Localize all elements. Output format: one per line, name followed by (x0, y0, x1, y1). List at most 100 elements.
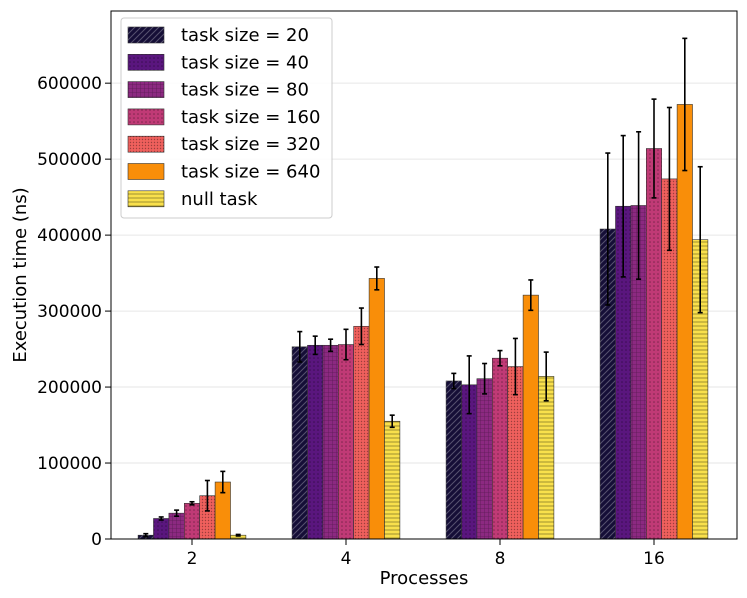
x-axis-title: Processes (380, 568, 469, 589)
bar-hatch (615, 206, 631, 540)
legend-swatch-hatch (128, 136, 164, 153)
bar-3-3 (645, 148, 662, 540)
legend-swatch-hatch (128, 54, 164, 71)
bar-4-2 (507, 366, 524, 540)
legend-swatch-hatch (128, 108, 164, 125)
bar-hatch (384, 421, 400, 539)
bar-hatch (538, 376, 554, 539)
bar-0-1 (291, 346, 308, 540)
bar-1-1 (307, 344, 324, 540)
legend-item: task size = 40 (127, 52, 309, 73)
legend-label: task size = 20 (181, 25, 309, 46)
y-axis: 0 100000 200000 300000 400000 500000 600000 (37, 74, 111, 550)
error-bar (358, 307, 364, 346)
bar-5-2 (522, 294, 539, 540)
error-bar (189, 500, 195, 506)
error-bar (235, 533, 241, 537)
bar-1-0 (153, 518, 170, 540)
legend-label: task size = 320 (181, 134, 320, 155)
error-bar (451, 372, 457, 390)
bar-hatch (630, 205, 647, 539)
bar (522, 294, 539, 540)
y-tick-label: 0 (91, 530, 102, 550)
bar-2-3 (630, 205, 647, 540)
x-tick-label: 8 (495, 549, 506, 569)
bar-hatch (338, 344, 354, 539)
bar-hatch (507, 366, 524, 539)
error-bar (174, 509, 180, 518)
bar-hatch (168, 513, 185, 539)
bar-hatch (692, 239, 708, 539)
legend-swatch-hatch (128, 81, 164, 98)
error-bar (497, 349, 503, 367)
bar-hatch (199, 495, 216, 539)
bar-hatch (184, 503, 200, 539)
legend-label: task size = 640 (181, 162, 320, 183)
bar-3-2 (491, 357, 508, 540)
error-bar (466, 355, 472, 415)
x-tick-label: 2 (187, 549, 198, 569)
bar-6-1 (384, 420, 401, 540)
y-tick-label: 300000 (37, 302, 102, 322)
error-bar (697, 165, 703, 314)
error-bar (620, 134, 626, 278)
bar-hatch (446, 380, 462, 539)
bar-hatch (600, 229, 616, 539)
legend-item: task size = 320 (127, 134, 320, 155)
bar-2-0 (168, 512, 185, 540)
legend-item: task size = 160 (127, 107, 320, 128)
legend-item: null task (127, 189, 258, 210)
bar-hatch (492, 358, 508, 539)
legend-item: task size = 20 (127, 25, 309, 46)
error-bar (158, 516, 164, 521)
error-bar (328, 338, 334, 353)
legend-swatch (127, 163, 165, 180)
error-bar (528, 279, 534, 312)
error-bar (312, 335, 318, 356)
error-bar (543, 351, 549, 402)
error-bar (651, 98, 657, 199)
bar-5-1 (368, 278, 385, 540)
error-bars (143, 37, 703, 538)
error-bar (482, 362, 488, 395)
error-bar (666, 106, 672, 252)
legend-swatch-hatch (128, 27, 164, 43)
legend-label: task size = 40 (181, 52, 309, 73)
y-tick-label: 100000 (37, 454, 102, 474)
error-bar (204, 479, 210, 512)
y-tick-label: 500000 (37, 150, 102, 170)
legend-swatch-hatch (128, 190, 164, 207)
bar-hatch (230, 535, 246, 539)
bar-hatch (307, 345, 323, 539)
x-tick-label: 4 (341, 549, 352, 569)
error-bar (512, 337, 518, 396)
error-bar (297, 330, 303, 363)
bar-2-2 (476, 378, 493, 540)
legend-label: null task (181, 189, 258, 210)
bar-0-3 (599, 228, 616, 540)
legend-label: task size = 80 (181, 80, 309, 101)
legend: task size = 20 task size = 40 task size = … (120, 17, 333, 219)
bar (368, 278, 385, 540)
bar-hatch (661, 178, 678, 539)
bar-hatch (353, 326, 370, 539)
error-bar (605, 152, 611, 306)
legend-item: task size = 80 (127, 80, 309, 101)
error-bar (389, 414, 395, 429)
error-bar (220, 470, 226, 494)
bar-4-1 (353, 325, 370, 540)
x-tick-label: 16 (643, 549, 665, 569)
error-bar (343, 328, 349, 361)
plot-frame (110, 10, 738, 540)
legend-item: task size = 640 (127, 162, 320, 183)
bar-hatch (646, 148, 662, 539)
bar-3-1 (337, 344, 354, 540)
bar-4-0 (199, 495, 216, 540)
legend-box (120, 17, 333, 219)
bars (137, 104, 709, 540)
bar-hatch (476, 378, 493, 539)
bar-3-0 (184, 502, 201, 540)
bar-hatch (153, 518, 169, 539)
y-tick-label: 600000 (37, 74, 102, 94)
